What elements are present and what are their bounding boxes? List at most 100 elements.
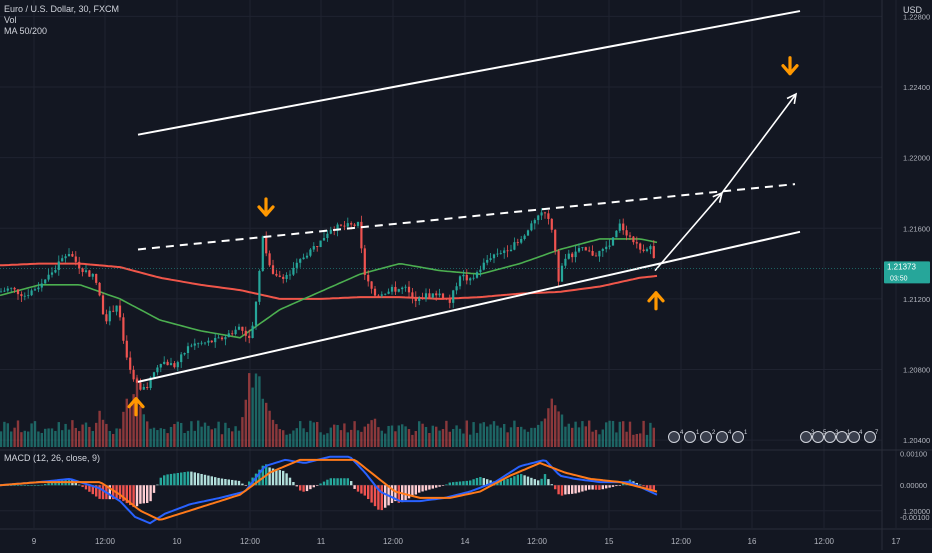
candle-body[interactable] <box>540 212 543 216</box>
macd-histogram-bar[interactable] <box>635 482 638 486</box>
time-tick-label[interactable]: 16 <box>748 537 757 546</box>
candle-body[interactable] <box>292 267 295 275</box>
volume-bar[interactable] <box>186 430 190 447</box>
candle-body[interactable] <box>360 221 363 249</box>
macd-histogram-bar[interactable] <box>54 481 57 486</box>
macd-histogram-bar[interactable] <box>40 484 43 486</box>
macd-histogram-bar[interactable] <box>101 485 105 500</box>
candle-body[interactable] <box>394 286 397 292</box>
candle-body[interactable] <box>526 230 530 236</box>
volume-bar[interactable] <box>10 431 13 447</box>
candle-body[interactable] <box>241 326 244 331</box>
macd-histogram-bar[interactable] <box>322 481 326 486</box>
volume-bar[interactable] <box>234 426 237 447</box>
macd-histogram-bar[interactable] <box>299 485 302 491</box>
volume-bar[interactable] <box>645 434 649 447</box>
candle-body[interactable] <box>101 295 105 315</box>
candle-body[interactable] <box>64 256 67 259</box>
macd-histogram-bar[interactable] <box>584 485 587 491</box>
volume-bar[interactable] <box>112 433 115 447</box>
event-icon[interactable]: 1 <box>732 430 749 443</box>
macd-histogram-bar[interactable] <box>220 478 224 486</box>
candle-body[interactable] <box>615 230 618 238</box>
volume-bar[interactable] <box>384 433 387 447</box>
macd-histogram-bar[interactable] <box>380 485 383 511</box>
volume-bar[interactable] <box>411 434 414 447</box>
volume-bar[interactable] <box>448 431 451 447</box>
macd-histogram-bar[interactable] <box>78 484 81 486</box>
up-arrow-icon[interactable] <box>647 291 665 311</box>
volume-bar[interactable] <box>492 421 496 447</box>
volume-bar[interactable] <box>346 432 349 447</box>
volume-bar[interactable] <box>84 422 88 447</box>
volume-bar[interactable] <box>91 431 94 447</box>
volume-bar[interactable] <box>601 429 604 447</box>
macd-histogram-bar[interactable] <box>472 479 475 486</box>
last-price-badge[interactable] <box>884 261 930 284</box>
volume-bar[interactable] <box>482 422 485 447</box>
macd-histogram-bar[interactable] <box>163 475 166 486</box>
volume-bar[interactable] <box>567 423 570 447</box>
event-count[interactable]: 1 <box>847 430 851 436</box>
volume-bar[interactable] <box>152 427 156 447</box>
macd-histogram-bar[interactable] <box>598 485 601 490</box>
macd-histogram-bar[interactable] <box>156 484 159 486</box>
candle-body[interactable] <box>132 369 135 380</box>
volume-bar[interactable] <box>282 430 285 447</box>
volume-bar[interactable] <box>353 421 356 447</box>
volume-bar[interactable] <box>652 427 655 447</box>
candle-body[interactable] <box>112 310 115 312</box>
volume-bar[interactable] <box>377 427 380 447</box>
event-icon-circle[interactable] <box>848 431 860 443</box>
candle-body[interactable] <box>506 250 509 252</box>
volume-bar[interactable] <box>244 399 247 447</box>
volume-bar[interactable] <box>547 408 550 447</box>
macd-histogram-bar[interactable] <box>645 485 649 488</box>
volume-bar[interactable] <box>455 425 458 447</box>
volume-bar[interactable] <box>397 425 400 447</box>
volume-bar[interactable] <box>142 414 145 447</box>
candle-body[interactable] <box>295 262 298 268</box>
candle-body[interactable] <box>244 330 247 336</box>
candle-body[interactable] <box>217 337 220 339</box>
macd-histogram-bar[interactable] <box>231 479 234 486</box>
volume-bar[interactable] <box>523 429 526 447</box>
macd-histogram-bar[interactable] <box>407 485 411 499</box>
median-channel-line[interactable] <box>137 183 796 251</box>
volume-bar[interactable] <box>642 420 645 447</box>
candle-body[interactable] <box>407 286 411 293</box>
macd-histogram-bar[interactable] <box>302 485 305 492</box>
candle-body[interactable] <box>316 246 319 248</box>
volume-bar[interactable] <box>594 429 598 447</box>
candle-body[interactable] <box>142 386 145 390</box>
event-icon-circle[interactable] <box>812 431 824 443</box>
macd-histogram-bar[interactable] <box>367 485 370 500</box>
macd-histogram-bar[interactable] <box>513 476 516 486</box>
candle-body[interactable] <box>146 386 149 389</box>
volume-bar[interactable] <box>622 421 625 447</box>
macd-tick-label[interactable]: 0.00000 <box>900 481 927 490</box>
event-count[interactable]: 1 <box>696 430 700 436</box>
macd-histogram-bar[interactable] <box>329 478 332 486</box>
macd-histogram-bar[interactable] <box>486 479 489 486</box>
candle-body[interactable] <box>285 274 288 279</box>
price-tick-label[interactable]: 1.22800 <box>903 12 930 21</box>
volume-bar[interactable] <box>214 428 217 447</box>
price-tick-label[interactable]: 1.21600 <box>903 224 930 233</box>
ma-label[interactable]: MA 50/200 <box>4 26 48 36</box>
event-count[interactable]: 3 <box>835 430 839 436</box>
macd-histogram-bar[interactable] <box>319 483 322 486</box>
macd-histogram-bar[interactable] <box>183 472 186 486</box>
candle-body[interactable] <box>268 253 271 266</box>
volume-bar[interactable] <box>0 431 3 447</box>
volume-bar[interactable] <box>176 421 179 447</box>
volume-bar[interactable] <box>139 406 142 447</box>
candle-body[interactable] <box>645 249 649 251</box>
event-count[interactable]: 7 <box>875 430 879 436</box>
candle-body[interactable] <box>169 363 173 366</box>
candle-body[interactable] <box>254 301 258 326</box>
time-tick-label[interactable]: 11 <box>317 537 326 546</box>
candle-body[interactable] <box>625 230 628 236</box>
macd-histogram-bar[interactable] <box>241 483 244 486</box>
